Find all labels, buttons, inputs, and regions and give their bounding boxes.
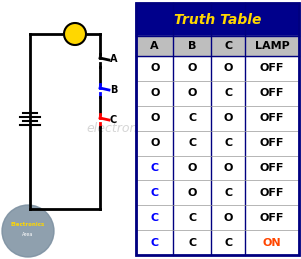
Text: Electronics: Electronics <box>11 222 45 227</box>
Circle shape <box>64 23 86 45</box>
Bar <box>136 180 299 205</box>
Text: B: B <box>110 85 117 95</box>
Bar <box>136 155 299 180</box>
Bar <box>136 36 299 56</box>
Text: O: O <box>188 63 197 74</box>
Text: OFF: OFF <box>260 63 284 74</box>
Text: O: O <box>188 88 197 98</box>
Text: O: O <box>150 63 160 74</box>
Text: O: O <box>223 163 233 173</box>
Text: C: C <box>151 238 159 248</box>
Text: C: C <box>224 188 232 198</box>
Text: C: C <box>151 188 159 198</box>
Text: OFF: OFF <box>260 163 284 173</box>
Text: ON: ON <box>263 238 281 248</box>
Bar <box>136 81 299 106</box>
Text: C: C <box>151 163 159 173</box>
Text: B: B <box>188 41 197 51</box>
Text: C: C <box>188 213 196 223</box>
Text: C: C <box>188 113 196 123</box>
Text: C: C <box>110 115 117 125</box>
Text: O: O <box>223 213 233 223</box>
Bar <box>136 56 299 81</box>
Text: O: O <box>188 163 197 173</box>
Text: O: O <box>188 188 197 198</box>
Text: Truth Table: Truth Table <box>174 12 261 26</box>
Text: OFF: OFF <box>260 188 284 198</box>
Text: Area: Area <box>22 232 34 236</box>
Bar <box>136 3 299 36</box>
Text: OFF: OFF <box>260 88 284 98</box>
Bar <box>136 106 299 131</box>
Text: C: C <box>224 41 232 51</box>
Bar <box>136 3 299 255</box>
Text: O: O <box>150 138 160 148</box>
Text: O: O <box>150 113 160 123</box>
Text: C: C <box>151 213 159 223</box>
Circle shape <box>2 205 54 257</box>
Text: OFF: OFF <box>260 138 284 148</box>
Text: C: C <box>188 238 196 248</box>
Text: O: O <box>223 113 233 123</box>
Text: electronicsarea.com: electronicsarea.com <box>86 123 213 135</box>
Text: A: A <box>150 41 159 51</box>
Bar <box>136 230 299 255</box>
Text: C: C <box>224 238 232 248</box>
Text: OFF: OFF <box>260 113 284 123</box>
Text: C: C <box>188 138 196 148</box>
Bar <box>136 131 299 155</box>
Bar <box>136 205 299 230</box>
Text: O: O <box>223 63 233 74</box>
Text: O: O <box>150 88 160 98</box>
Text: C: C <box>224 138 232 148</box>
Text: LAMP: LAMP <box>255 41 290 51</box>
Text: A: A <box>110 54 117 64</box>
Text: OFF: OFF <box>260 213 284 223</box>
Text: C: C <box>224 88 232 98</box>
